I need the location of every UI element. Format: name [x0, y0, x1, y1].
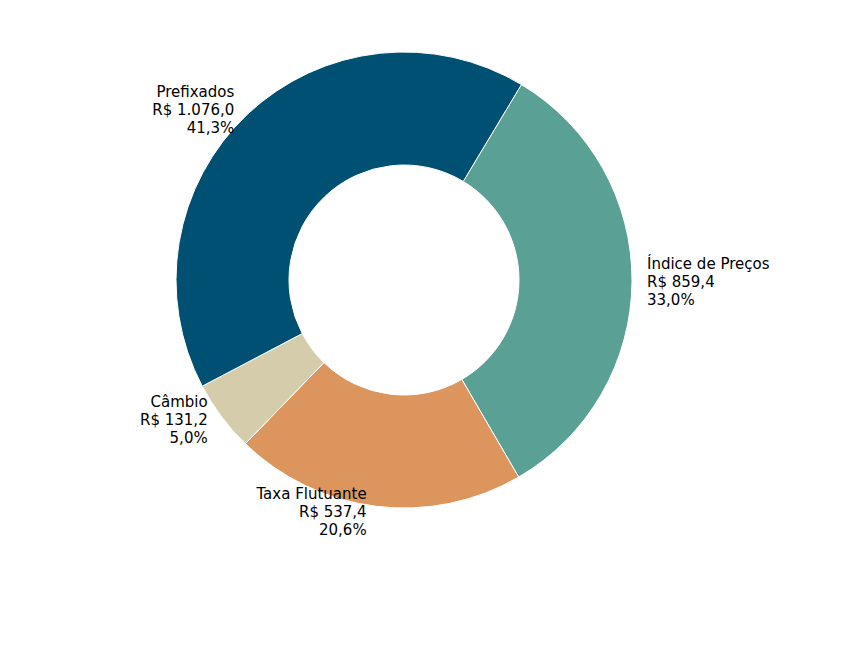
svg-text:R$ 131,2: R$ 131,2 [140, 411, 208, 429]
svg-text:41,3%: 41,3% [187, 119, 235, 137]
svg-text:Câmbio: Câmbio [151, 393, 208, 411]
svg-text:R$ 859,4: R$ 859,4 [647, 273, 715, 291]
svg-text:R$ 537,4: R$ 537,4 [299, 503, 367, 521]
svg-text:Taxa Flutuante: Taxa Flutuante [255, 485, 366, 503]
svg-text:5,0%: 5,0% [170, 429, 208, 447]
svg-text:Prefixados: Prefixados [156, 83, 234, 101]
svg-text:R$ 1.076,0: R$ 1.076,0 [152, 101, 234, 119]
svg-text:33,0%: 33,0% [647, 291, 695, 309]
svg-text:20,6%: 20,6% [319, 521, 367, 539]
svg-text:Índice de Preços: Índice de Preços [647, 254, 770, 273]
